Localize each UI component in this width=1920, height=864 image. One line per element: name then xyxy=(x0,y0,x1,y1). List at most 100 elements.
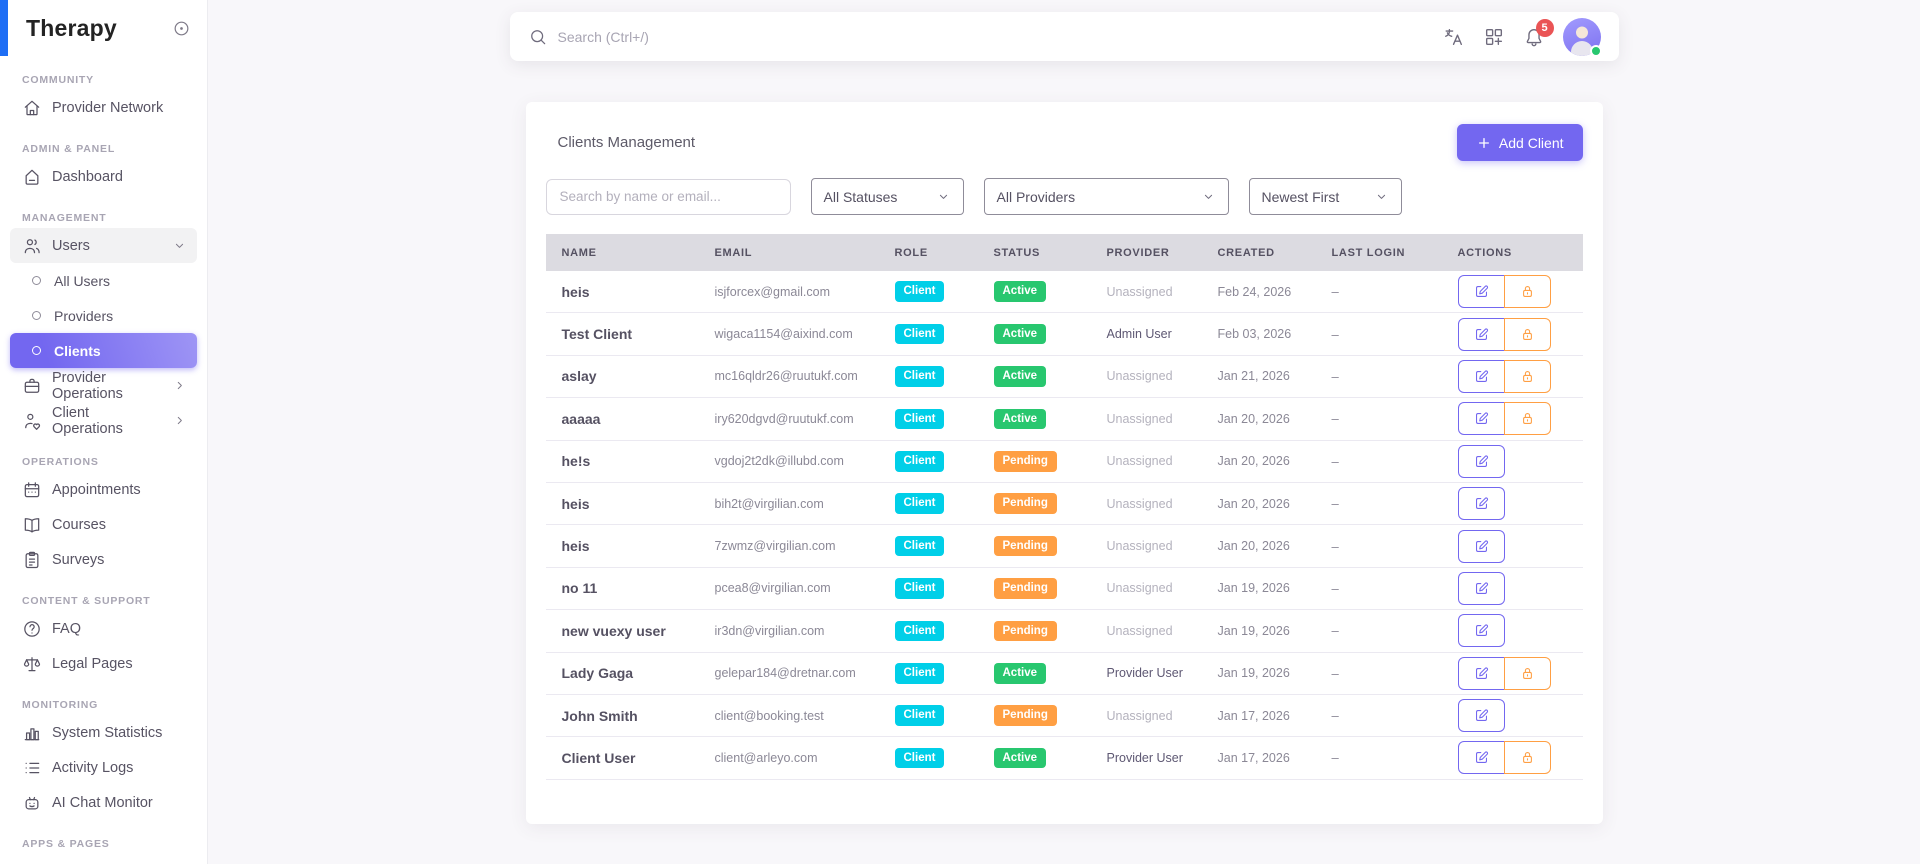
edit-client-button[interactable] xyxy=(1457,487,1505,521)
cell-actions xyxy=(1457,275,1583,309)
sidebar-item-label: Surveys xyxy=(52,551,105,568)
status-badge: Pending xyxy=(993,705,1057,726)
cell-actions xyxy=(1457,614,1583,648)
edit-client-button[interactable] xyxy=(1457,359,1505,393)
column-header-created: CREATED xyxy=(1217,246,1275,259)
cell-email: mc16qldr26@ruutukf.com xyxy=(714,369,858,384)
navbar-actions: 5 xyxy=(1443,17,1602,57)
role-badge: Client xyxy=(894,662,945,684)
cell-created: Jan 19, 2026 xyxy=(1217,666,1290,681)
sidebar-subitem-all-users[interactable]: All Users xyxy=(10,263,197,298)
cell-actions xyxy=(1457,571,1583,605)
sidebar-item-system-statistics[interactable]: System Statistics xyxy=(10,715,197,750)
edit-client-button[interactable] xyxy=(1457,402,1505,436)
circle-bullet-icon xyxy=(32,311,41,320)
row-actions-group xyxy=(1457,656,1551,690)
lock-client-button[interactable] xyxy=(1503,402,1551,436)
notifications-bell-icon[interactable]: 5 xyxy=(1523,18,1554,48)
status-filter-value: All Statuses xyxy=(823,188,898,205)
cell-email: ir3dn@virgilian.com xyxy=(714,623,825,638)
cell-name: Lady Gaga xyxy=(561,665,634,682)
sidebar-item-provider-operations[interactable]: Provider Operations xyxy=(10,368,197,403)
edit-client-button[interactable] xyxy=(1457,699,1505,733)
edit-client-button[interactable] xyxy=(1457,656,1505,690)
table-row: heis bih2t@virgilian.com Client Pending Unas… xyxy=(545,483,1583,526)
sidebar-item-label: Legal Pages xyxy=(52,655,133,672)
cell-email: pcea8@virgilian.com xyxy=(714,581,831,596)
row-actions-group xyxy=(1457,402,1551,436)
clients-management-card: Clients Management Add Client All Status… xyxy=(525,102,1603,824)
cell-created: Feb 24, 2026 xyxy=(1217,284,1292,299)
sidebar-item-courses[interactable]: Courses xyxy=(10,507,197,542)
status-badge: Active xyxy=(993,281,1047,303)
add-client-label: Add Client xyxy=(1498,134,1564,151)
sidebar-item-users[interactable]: Users xyxy=(10,228,197,263)
cell-actions xyxy=(1457,444,1583,478)
sidebar-item-provider-network[interactable]: Provider Network xyxy=(10,90,197,125)
status-badge: Active xyxy=(993,408,1047,430)
circle-bullet-icon xyxy=(32,346,41,355)
row-actions-group xyxy=(1457,741,1551,775)
sidebar-item-label: Provider Operations xyxy=(52,369,123,402)
status-filter-select[interactable]: All Statuses xyxy=(810,178,964,215)
sidebar-subitem-providers[interactable]: Providers xyxy=(10,298,197,333)
role-badge: Client xyxy=(894,535,945,557)
sidebar-item-appointments[interactable]: Appointments xyxy=(10,472,197,507)
edit-client-button[interactable] xyxy=(1457,444,1505,478)
circle-bullet-icon xyxy=(32,276,41,285)
role-badge: Client xyxy=(894,747,945,769)
sidebar-section-management: MANAGEMENT Users All Users Providers Clients… xyxy=(0,212,207,438)
edit-client-button[interactable] xyxy=(1457,275,1505,309)
edit-client-button[interactable] xyxy=(1457,741,1505,775)
edit-client-button[interactable] xyxy=(1457,529,1505,563)
cell-name: he!s xyxy=(561,453,591,470)
table-search-input[interactable] xyxy=(545,178,791,215)
sidebar-subitem-clients[interactable]: Clients xyxy=(10,333,197,368)
lock-client-button[interactable] xyxy=(1503,317,1551,351)
users-icon xyxy=(22,236,42,256)
sidebar-item-dashboard[interactable]: Dashboard xyxy=(10,159,197,194)
clients-table: NAME EMAIL ROLE STATUS PROVIDER CREATED LAST L… xyxy=(545,234,1583,780)
cell-actions xyxy=(1457,741,1583,775)
sidebar-item-ai-chat-monitor[interactable]: AI Chat Monitor xyxy=(10,785,197,820)
role-badge: Client xyxy=(894,705,945,726)
cell-last-login: – xyxy=(1331,750,1339,766)
lock-client-button[interactable] xyxy=(1503,359,1551,393)
chevron-right-icon xyxy=(172,413,187,428)
sidebar-item-client-operations[interactable]: Client Operations xyxy=(10,403,197,438)
table-row: Test Client wigaca1154@aixind.com Client Ac… xyxy=(545,313,1583,356)
language-icon[interactable] xyxy=(1443,26,1465,48)
edit-client-button[interactable] xyxy=(1457,571,1505,605)
sidebar-item-activity-logs[interactable]: Activity Logs xyxy=(10,750,197,785)
sidebar-subitem-label: Providers xyxy=(54,307,114,324)
sidebar-item-legal-pages[interactable]: Legal Pages xyxy=(10,646,197,681)
lock-client-button[interactable] xyxy=(1503,741,1551,775)
dashboard-icon xyxy=(22,167,42,187)
column-header-actions: ACTIONS xyxy=(1457,246,1512,259)
sidebar: Therapy COMMUNITY Provider Network ADMIN &… xyxy=(0,0,208,864)
sidebar-subitem-label: All Users xyxy=(54,272,111,289)
row-actions-group xyxy=(1457,359,1551,393)
cell-actions xyxy=(1457,402,1583,436)
cell-actions xyxy=(1457,317,1583,351)
user-avatar[interactable] xyxy=(1562,17,1602,57)
user-heart-icon xyxy=(22,411,42,431)
sort-select[interactable]: Newest First xyxy=(1248,178,1402,215)
add-client-button[interactable]: Add Client xyxy=(1456,124,1583,161)
briefcase-icon xyxy=(22,376,42,396)
sidebar-item-faq[interactable]: FAQ xyxy=(10,611,197,646)
edit-client-button[interactable] xyxy=(1457,317,1505,351)
global-search-input[interactable] xyxy=(557,28,1443,45)
lock-client-button[interactable] xyxy=(1503,656,1551,690)
logo-row: Therapy xyxy=(0,0,207,56)
sidebar-item-surveys[interactable]: Surveys xyxy=(10,542,197,577)
edit-client-button[interactable] xyxy=(1457,614,1505,648)
sidebar-item-label: Dashboard xyxy=(52,168,123,185)
cell-last-login: – xyxy=(1331,665,1339,681)
sidebar-pin-icon[interactable] xyxy=(172,19,191,38)
provider-filter-select[interactable]: All Providers xyxy=(983,178,1229,215)
role-badge: Client xyxy=(894,281,945,303)
cell-provider: Unassigned xyxy=(1106,539,1173,554)
apps-grid-icon[interactable] xyxy=(1483,26,1505,48)
lock-client-button[interactable] xyxy=(1503,275,1551,309)
